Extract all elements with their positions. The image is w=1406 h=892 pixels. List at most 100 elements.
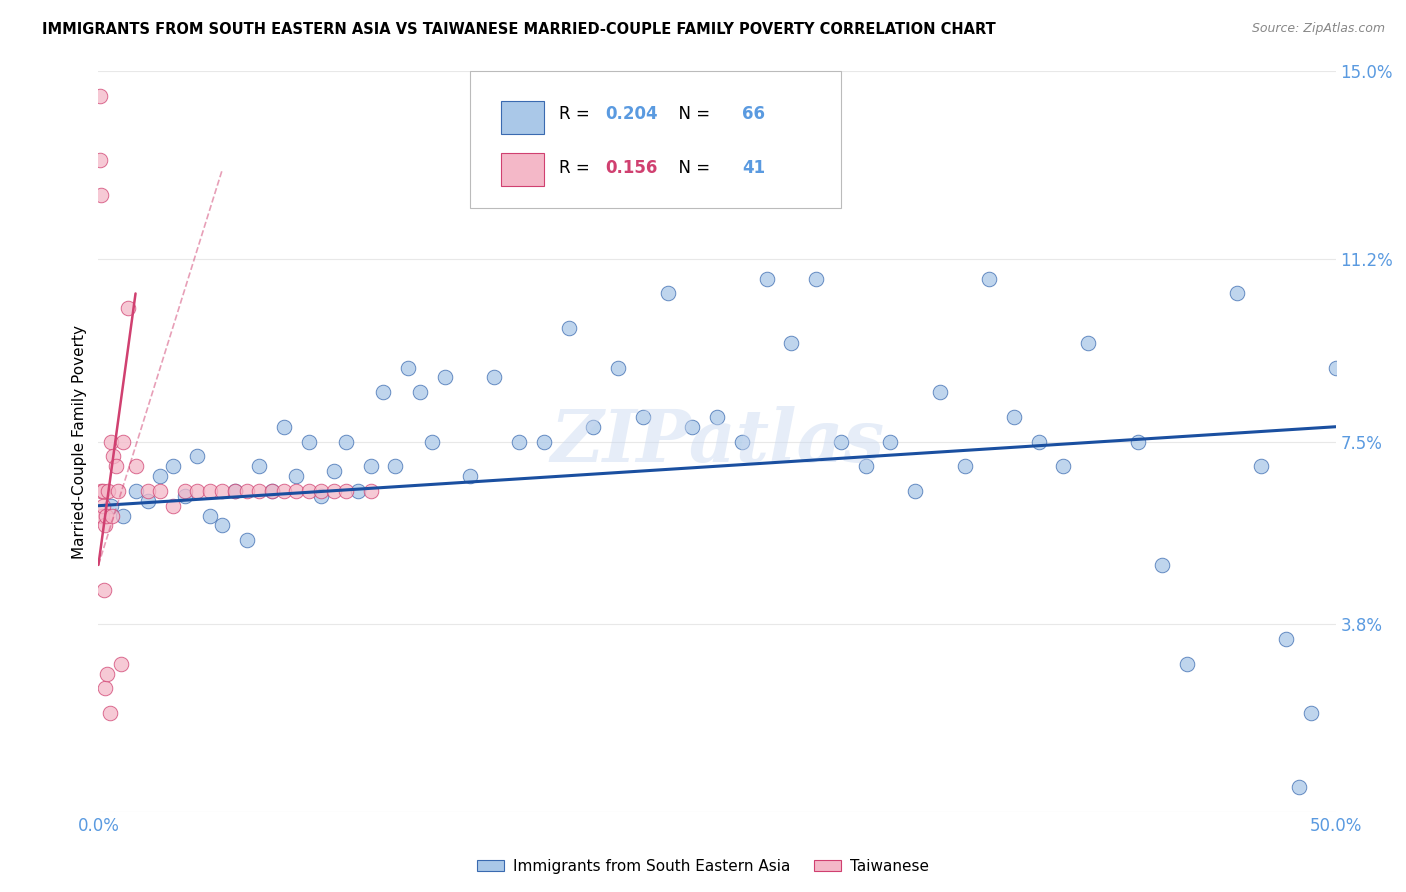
Point [1077,335,1099,350]
Point [96,666,118,681]
Point [136,493,159,508]
Point [855,459,877,474]
Point [94,681,117,696]
Point [335,483,357,498]
Point [1175,657,1198,671]
Point [804,271,827,285]
Point [1002,409,1025,424]
Point [224,483,246,498]
Point [273,483,295,498]
Point [1152,558,1174,572]
Point [928,385,950,400]
Point [285,483,308,498]
Point [103,450,125,464]
Point [298,483,321,498]
Point [298,434,321,449]
FancyBboxPatch shape [470,71,841,209]
Point [174,489,197,503]
Point [136,483,159,498]
Point [100,499,122,513]
Point [198,483,221,498]
Text: N =: N = [668,105,714,123]
Y-axis label: Married-Couple Family Poverty: Married-Couple Family Poverty [72,325,87,558]
Point [247,483,270,498]
Point [360,459,382,474]
Point [557,321,579,335]
Point [91,508,114,523]
Point [186,450,208,464]
Point [260,483,283,498]
Point [347,483,370,498]
Point [1126,434,1149,449]
FancyBboxPatch shape [501,101,544,135]
Point [322,483,344,498]
Point [90,483,112,498]
Point [360,483,382,498]
Point [780,335,803,350]
Point [371,385,394,400]
Point [211,483,233,498]
Point [533,434,555,449]
Text: R =: R = [558,159,595,177]
Point [90,187,112,202]
Point [174,483,197,498]
Point [830,434,852,449]
Point [657,286,679,301]
Point [89,153,111,168]
Point [285,469,308,483]
Point [94,508,117,523]
Point [1299,706,1322,720]
Point [1288,780,1310,794]
Point [89,89,111,103]
Point [335,434,357,449]
Point [755,271,778,285]
Text: 0.156: 0.156 [606,159,658,177]
Point [1374,385,1396,400]
Point [631,409,654,424]
Text: 66: 66 [742,105,765,123]
Point [124,483,146,498]
Point [247,459,270,474]
Point [1250,459,1272,474]
Point [433,370,456,384]
Point [309,489,332,503]
Point [1324,360,1347,375]
Point [93,483,115,498]
Point [112,508,135,523]
Legend: Immigrants from South Eastern Asia, Taiwanese: Immigrants from South Eastern Asia, Taiw… [471,853,935,880]
Point [211,518,233,533]
Point [236,533,259,548]
Point [1052,459,1074,474]
Point [396,360,419,375]
Point [484,370,506,384]
Point [162,459,184,474]
Point [1226,286,1249,301]
Point [110,657,132,671]
Text: 41: 41 [742,159,765,177]
Point [706,409,728,424]
Point [607,360,630,375]
Point [93,518,115,533]
Point [97,483,120,498]
Point [322,464,344,478]
Point [93,582,115,597]
Text: N =: N = [668,159,714,177]
Point [1275,632,1298,646]
Text: R =: R = [558,105,595,123]
Point [1399,385,1406,400]
Point [260,483,283,498]
Point [186,483,208,498]
Point [1028,434,1050,449]
Point [162,499,184,513]
Point [101,508,124,523]
Point [107,483,129,498]
Point [979,271,1001,285]
Text: 0.204: 0.204 [606,105,658,123]
Point [117,301,139,316]
Point [731,434,754,449]
Point [458,469,481,483]
Point [953,459,976,474]
Point [1350,385,1372,400]
Point [198,508,221,523]
Point [879,434,901,449]
